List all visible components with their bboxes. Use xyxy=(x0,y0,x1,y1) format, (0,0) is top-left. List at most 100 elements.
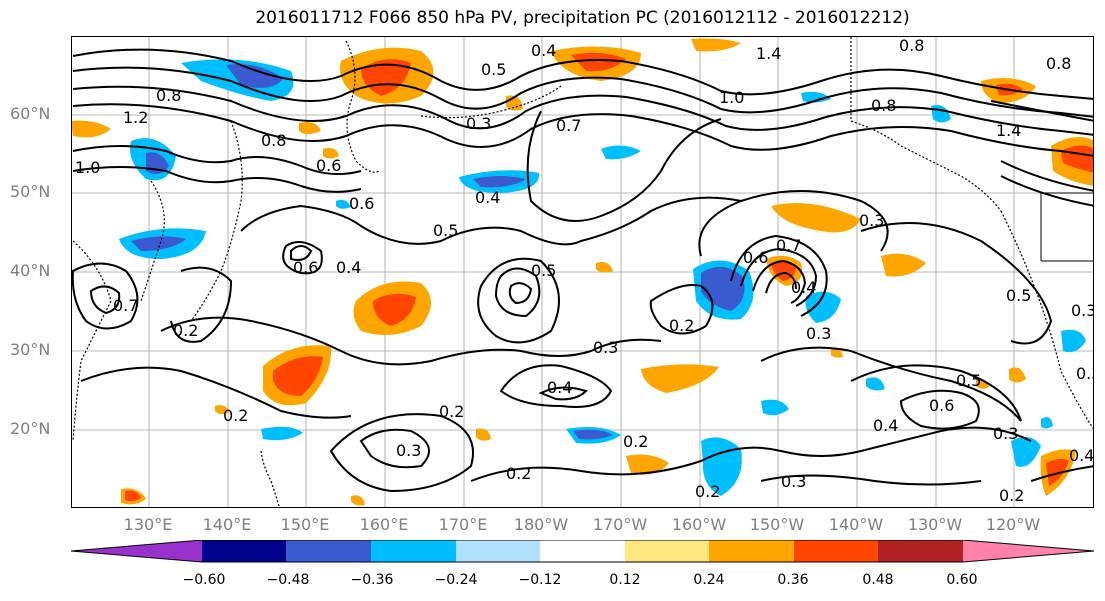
colorbar-segment xyxy=(625,540,709,562)
colorbar-tick: −0.48 xyxy=(266,572,310,588)
contour-label: 0.2 xyxy=(669,316,694,335)
negative-anomaly-region xyxy=(459,170,540,193)
negative-anomaly-region xyxy=(119,228,206,259)
contour-label: 0.2 xyxy=(623,432,648,451)
contour-label: 0.2 xyxy=(223,406,248,425)
contour-label: 0.3 xyxy=(859,211,884,230)
colorbar-tick: 0.48 xyxy=(862,572,894,588)
lat-label-50n: 50°N xyxy=(10,182,51,201)
colorbar-tick: 0.60 xyxy=(946,572,978,588)
contour-label: 0.4 xyxy=(791,278,816,297)
colorbar-tick: −0.60 xyxy=(182,572,226,588)
contour-label: 0.6 xyxy=(293,258,318,277)
boundary-lines xyxy=(1040,192,1093,262)
contour-label: 0.4 xyxy=(1069,446,1094,465)
contour-label: 0.8 xyxy=(871,96,896,115)
positive-anomaly-region xyxy=(353,281,431,335)
contour-label: 0.4 xyxy=(873,416,898,435)
lat-label-40n: 40°N xyxy=(10,261,51,280)
contour-label: 0.5 xyxy=(956,371,981,390)
colorbar-segment xyxy=(794,540,878,562)
contour-label: 0.4 xyxy=(475,188,500,207)
contour-label: 1.2 xyxy=(123,108,148,127)
contour-label: 0.4 xyxy=(336,258,361,277)
colorbar-segment xyxy=(709,540,794,562)
lon-label-140w: 140°W xyxy=(828,515,884,534)
lon-label-140e: 140°E xyxy=(202,515,252,534)
colorbar-tick: −0.24 xyxy=(434,572,478,588)
contour-label: 1.0 xyxy=(75,158,100,177)
contour-labels: 0.4 1.4 0.8 0.5 0.3 0.7 1.0 0.8 1.4 0.8 … xyxy=(75,37,1094,505)
colorbar-tick: 0.12 xyxy=(609,572,641,588)
positive-anomaly-region xyxy=(641,364,719,393)
contour-label: 0.2 xyxy=(506,464,531,483)
colorbar-extend-max xyxy=(963,540,1094,562)
colorbar-tick: −0.36 xyxy=(350,572,394,588)
colorbar-segment xyxy=(456,540,540,562)
lat-label-30n: 30°N xyxy=(10,340,51,359)
contour-label: 0.7 xyxy=(113,296,138,315)
lon-label-150w: 150°W xyxy=(749,515,805,534)
contour-label: 0.3 xyxy=(466,114,491,133)
negative-anomaly-region xyxy=(805,291,841,323)
negative-anomaly-region xyxy=(130,138,176,181)
contour-label: 0.6 xyxy=(929,396,954,415)
contour-label: 0.3 xyxy=(396,441,421,460)
contour-label: 0.5 xyxy=(481,60,506,79)
contour-label: 0.6 xyxy=(349,194,374,213)
colorbar-segment xyxy=(878,540,963,562)
contour-label: 0.5 xyxy=(531,261,556,280)
colorbar-tick: 0.24 xyxy=(693,572,725,588)
contour-label: 0.3 xyxy=(993,424,1018,443)
contour-label: 1.4 xyxy=(996,121,1021,140)
positive-anomaly-region xyxy=(340,47,434,104)
map-canvas: 0.4 1.4 0.8 0.5 0.3 0.7 1.0 0.8 1.4 0.8 … xyxy=(72,37,1094,507)
contour-label: 0.8 xyxy=(156,86,181,105)
contour-label: 0.4 xyxy=(547,378,572,397)
contour-label: 0.5 xyxy=(1006,286,1031,305)
negative-anomaly-region xyxy=(693,260,754,320)
contour-label: 0.8 xyxy=(1046,54,1071,73)
map-panel: 0.4 1.4 0.8 0.5 0.3 0.7 1.0 0.8 1.4 0.8 … xyxy=(71,36,1094,508)
lon-label-160e: 160°E xyxy=(359,515,409,534)
positive-anomaly-region xyxy=(551,46,641,81)
contour-label: 0.7 xyxy=(556,116,581,135)
colorbar xyxy=(70,540,1095,563)
contour-label: 0.3 xyxy=(806,324,831,343)
negative-anomaly-region xyxy=(566,427,621,444)
colorbar-segment xyxy=(286,540,371,562)
lon-label-160w: 160°W xyxy=(671,515,727,534)
colorbar-segment xyxy=(202,540,286,562)
contour-label: 0.3 xyxy=(1076,364,1094,383)
colorbar-extend-min xyxy=(71,540,202,562)
contour-label: 0.5 xyxy=(433,221,458,240)
lon-label-130w: 130°W xyxy=(907,515,963,534)
contour-label: 0.2 xyxy=(999,486,1024,505)
contour-label: 0.4 xyxy=(531,41,556,60)
contour-label: 0.7 xyxy=(776,236,801,255)
lat-label-20n: 20°N xyxy=(10,419,51,438)
lat-label-60n: 60°N xyxy=(10,104,51,123)
contour-label: 0.2 xyxy=(439,402,464,421)
contour-label: 0.3 xyxy=(781,472,806,491)
contour-label: 0.3 xyxy=(1071,301,1094,320)
map-title: 2016011712 F066 850 hPa PV, precipitatio… xyxy=(255,8,910,28)
contour-label: 1.4 xyxy=(756,44,781,63)
lon-label-130e: 130°E xyxy=(123,515,173,534)
lon-label-170e: 170°E xyxy=(438,515,488,534)
lon-label-180w: 180°W xyxy=(513,515,569,534)
lon-label-120w: 120°W xyxy=(985,515,1041,534)
positive-anomaly-region xyxy=(263,345,332,406)
colorbar-outline xyxy=(70,540,1095,563)
colorbar-segment xyxy=(540,540,625,562)
lon-label-150e: 150°E xyxy=(280,515,330,534)
contour-label: 0.3 xyxy=(593,338,618,357)
contour-label: 0.8 xyxy=(899,37,924,55)
contour-label: 0.6 xyxy=(743,248,768,267)
negative-anomaly-region xyxy=(261,91,1086,467)
negative-anomaly-region xyxy=(181,59,294,101)
contour-label: 0.8 xyxy=(261,131,286,150)
contour-label: 0.2 xyxy=(173,321,198,340)
negative-anomaly-region xyxy=(701,437,742,496)
contour-label: 1.0 xyxy=(719,88,744,107)
